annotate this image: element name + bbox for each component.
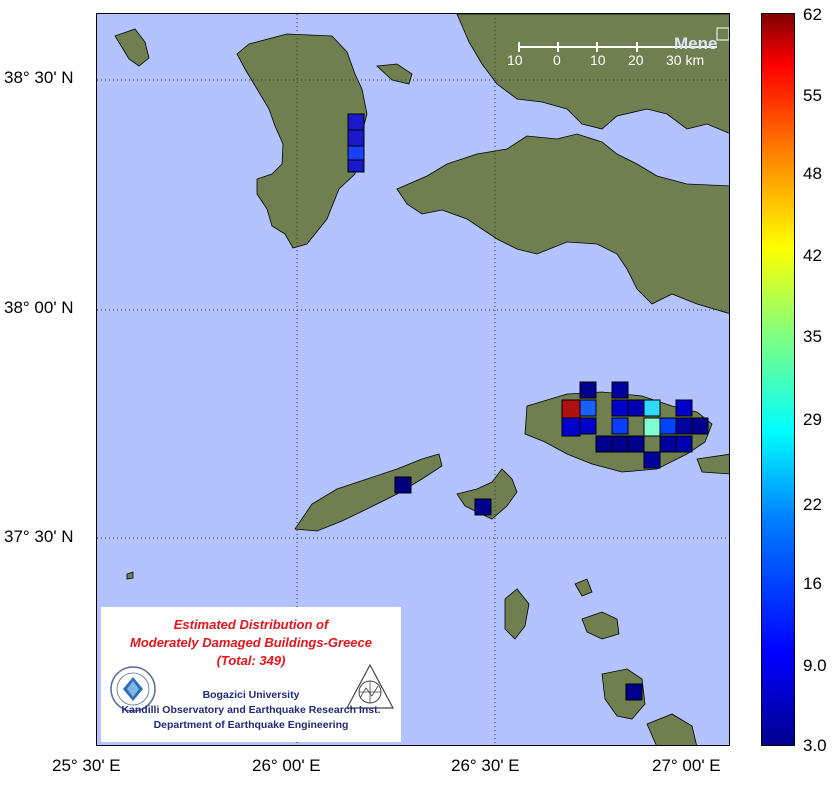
damage-cell xyxy=(474,498,492,516)
colorbar-tick-label: 35 xyxy=(803,327,822,346)
legend-org-line2: Kandilli Observatory and Earthquake Rese… xyxy=(121,704,381,716)
lat-label: 38° 30' N xyxy=(4,68,74,87)
university-seal-icon xyxy=(110,666,156,712)
damage-cell xyxy=(579,399,597,417)
damage-cell xyxy=(347,129,365,147)
lon-label: 27° 00' E xyxy=(652,756,721,775)
observatory-logo-icon xyxy=(345,663,395,709)
damage-cell xyxy=(595,435,613,453)
land-island-north xyxy=(236,33,368,249)
damage-cell xyxy=(579,417,597,435)
damage-cell xyxy=(394,476,412,494)
lon-label: 26° 30' E xyxy=(451,756,520,775)
damage-cell xyxy=(611,399,629,417)
legend-total: (Total: 349) xyxy=(216,653,286,668)
scale-bar-graphic xyxy=(518,27,729,52)
colorbar-tick-label: 9.0 xyxy=(803,656,827,675)
land-samos-east xyxy=(696,453,729,475)
scale-tick-label: 10 xyxy=(507,52,523,68)
damage-cell xyxy=(675,417,693,435)
lat-label: 38° 00' N xyxy=(4,298,74,317)
colorbar-tick-label: 3.0 xyxy=(803,736,827,755)
map-canvas xyxy=(97,14,729,745)
lon-label: 26° 00' E xyxy=(252,756,321,775)
legend-title-line1: Estimated Distribution of xyxy=(173,617,329,632)
damage-cell xyxy=(643,399,661,417)
damage-cell xyxy=(659,417,677,435)
colorbar-tick-label: 55 xyxy=(803,86,822,105)
damage-cell xyxy=(347,113,365,131)
colorbar-tick-label: 48 xyxy=(803,164,822,183)
land-south-2 xyxy=(581,611,620,640)
colorbar xyxy=(761,13,795,746)
legend-org-line3: Department of Earthquake Engineering xyxy=(153,719,349,731)
land-islet-nw xyxy=(114,28,150,67)
graticule xyxy=(97,14,729,745)
damage-cell xyxy=(627,435,645,453)
damage-cell xyxy=(643,451,661,469)
damage-cell xyxy=(611,417,629,435)
scale-tick-label: 10 xyxy=(590,52,606,68)
damage-cells xyxy=(347,113,709,701)
lat-label: 37° 30' N xyxy=(4,527,74,546)
land-south-6 xyxy=(126,571,134,580)
land-peninsula xyxy=(396,133,729,314)
land-fourni xyxy=(456,468,518,520)
colorbar-tick-label: 62 xyxy=(803,5,822,24)
damage-cell xyxy=(675,435,693,453)
damage-cell xyxy=(675,399,693,417)
land-south-4 xyxy=(646,713,697,745)
legend-title-line2: Moderately Damaged Buildings-Greece xyxy=(129,635,372,650)
colorbar-tick-label: 16 xyxy=(803,574,822,593)
land-south-3 xyxy=(601,668,646,720)
scale-tick-label: 0 xyxy=(553,52,561,68)
land-group xyxy=(114,14,729,745)
scale-tick-label: 30 km xyxy=(666,52,705,68)
place-label: Mene xyxy=(674,34,718,53)
land-south-1 xyxy=(504,588,530,640)
damage-cell xyxy=(347,159,365,173)
scale-tick-label: 20 xyxy=(628,52,644,68)
legend-box: Estimated Distribution of Moderately Dam… xyxy=(101,607,401,742)
land-mainland-ne xyxy=(456,14,729,134)
colorbar-tick-label: 29 xyxy=(803,410,822,429)
damage-cell xyxy=(643,417,661,437)
colorbar-tick-label: 42 xyxy=(803,246,822,265)
damage-cell xyxy=(691,417,709,435)
colorbar-tick-label: 22 xyxy=(803,495,822,514)
damage-cell xyxy=(659,435,677,453)
land-ikaria xyxy=(294,453,443,532)
land-south-5 xyxy=(574,578,593,597)
damage-cell xyxy=(627,399,645,417)
damage-cell xyxy=(561,399,581,419)
damage-cell xyxy=(561,417,581,437)
damage-cell xyxy=(611,381,629,399)
damage-cell xyxy=(579,381,597,399)
legend-org-line1: Bogazici University xyxy=(202,689,300,701)
damage-cell xyxy=(625,683,643,701)
land-islet-top xyxy=(376,63,413,85)
lon-label: 25° 30' E xyxy=(52,756,121,775)
damage-cell xyxy=(611,435,629,453)
